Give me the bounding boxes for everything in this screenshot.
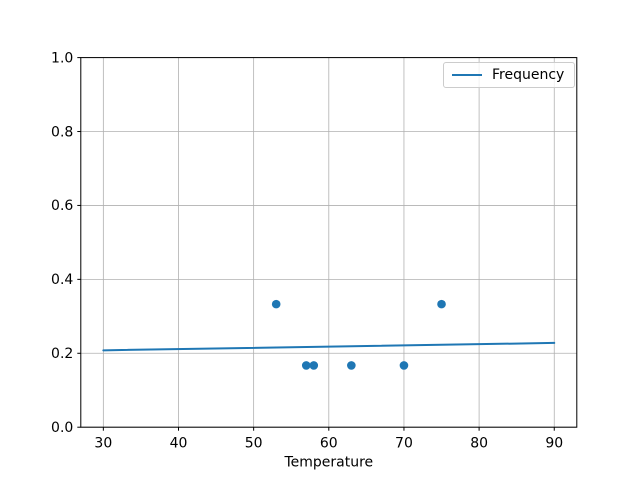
x-tick-label: 80 — [470, 436, 488, 452]
y-tick-label: 0.2 — [51, 346, 73, 362]
data-point — [347, 361, 356, 370]
y-tick-label: 1.0 — [51, 50, 73, 66]
data-point — [271, 299, 281, 309]
y-tick-label: 0.0 — [51, 420, 73, 436]
data-point — [309, 361, 319, 370]
axes-layer: 30 40 50 60 70 80 90 0.0 0.2 0.4 0.6 0.8 1.0 — [51, 50, 578, 452]
data-point — [437, 299, 446, 309]
x-tick-label: 50 — [245, 436, 263, 452]
y-tick-label: 0.6 — [51, 198, 73, 214]
x-tick-label: 70 — [395, 436, 413, 452]
legend: Frequency — [443, 62, 576, 88]
y-tick-label: 0.4 — [51, 272, 73, 288]
data-point — [399, 361, 409, 370]
y-tick-label: 0.8 — [51, 124, 73, 140]
x-tick-label: 30 — [94, 436, 112, 452]
legend-line-icon — [452, 74, 482, 76]
trend-line — [102, 341, 556, 352]
data-point — [301, 361, 311, 370]
legend-label: Frequency — [492, 67, 565, 83]
data-layer — [102, 299, 556, 370]
grid-layer — [80, 57, 577, 428]
x-tick-label: 90 — [545, 436, 563, 452]
x-tick-label: 60 — [320, 436, 338, 452]
x-axis-title: Temperature — [283, 455, 373, 471]
x-tick-label: 40 — [170, 436, 188, 452]
